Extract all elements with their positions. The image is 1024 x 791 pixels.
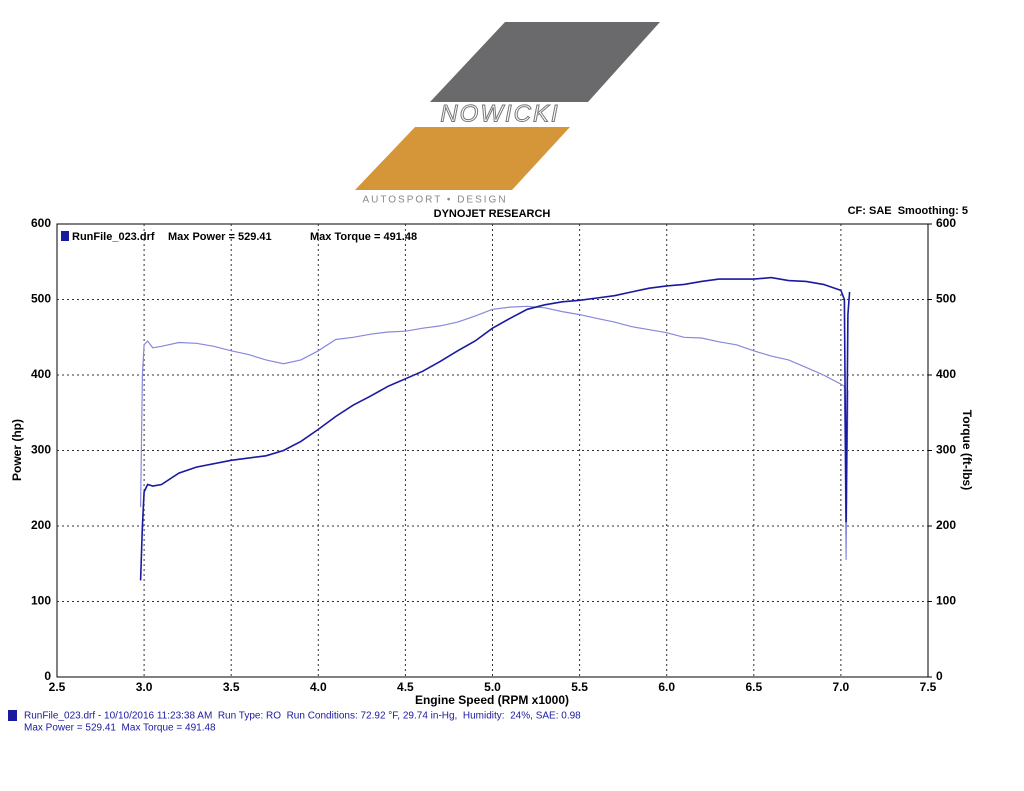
y2-tick-label: 200 bbox=[936, 518, 956, 532]
y2-tick-label: 500 bbox=[936, 292, 956, 306]
y-tick-label: 400 bbox=[31, 367, 51, 381]
y2-axis-label: Torque (ft-lbs) bbox=[960, 410, 974, 490]
footer-icon bbox=[8, 710, 17, 721]
x-tick-label: 3.0 bbox=[136, 680, 153, 694]
footer-line: Max Power = 529.41 Max Torque = 491.48 bbox=[24, 723, 216, 734]
x-tick-label: 4.0 bbox=[310, 680, 327, 694]
y2-tick-label: 600 bbox=[936, 216, 956, 230]
x-tick-label: 7.0 bbox=[833, 680, 850, 694]
series-line bbox=[139, 276, 851, 581]
logo-tagline: AUTOSPORT • DESIGN bbox=[362, 195, 507, 206]
chart-title: DYNOJET RESEARCH bbox=[434, 208, 551, 220]
y-tick-label: 100 bbox=[31, 594, 51, 608]
y-tick-label: 200 bbox=[31, 518, 51, 532]
y2-tick-label: 0 bbox=[936, 669, 943, 683]
legend-entry: Max Torque = 491.48 bbox=[310, 231, 417, 243]
legend-entry: Max Power = 529.41 bbox=[168, 231, 272, 243]
logo-gray bbox=[430, 22, 660, 102]
chart-subtitle: CF: SAE Smoothing: 5 bbox=[848, 205, 968, 217]
x-tick-label: 5.0 bbox=[484, 680, 501, 694]
y-tick-label: 300 bbox=[31, 443, 51, 457]
y2-tick-label: 400 bbox=[936, 367, 956, 381]
legend-title: RunFile_023.drf bbox=[72, 231, 155, 243]
x-tick-label: 4.5 bbox=[397, 680, 414, 694]
logo-name: NOWICKI bbox=[440, 100, 559, 127]
y-tick-label: 600 bbox=[31, 216, 51, 230]
y-tick-label: 0 bbox=[44, 669, 51, 683]
x-tick-label: 6.5 bbox=[745, 680, 762, 694]
legend-icon bbox=[61, 231, 69, 241]
x-axis-label: Engine Speed (RPM x1000) bbox=[415, 693, 569, 707]
x-tick-label: 7.5 bbox=[920, 680, 937, 694]
series-line bbox=[140, 305, 849, 561]
y-axis-label: Power (hp) bbox=[10, 419, 24, 481]
y-tick-label: 500 bbox=[31, 292, 51, 306]
footer-line: RunFile_023.drf - 10/10/2016 11:23:38 AM… bbox=[24, 711, 581, 722]
x-tick-label: 6.0 bbox=[658, 680, 675, 694]
x-tick-label: 2.5 bbox=[49, 680, 66, 694]
y2-tick-label: 100 bbox=[936, 594, 956, 608]
logo-orange bbox=[355, 127, 570, 190]
y2-tick-label: 300 bbox=[936, 443, 956, 457]
x-tick-label: 5.5 bbox=[571, 680, 588, 694]
x-tick-label: 3.5 bbox=[223, 680, 240, 694]
